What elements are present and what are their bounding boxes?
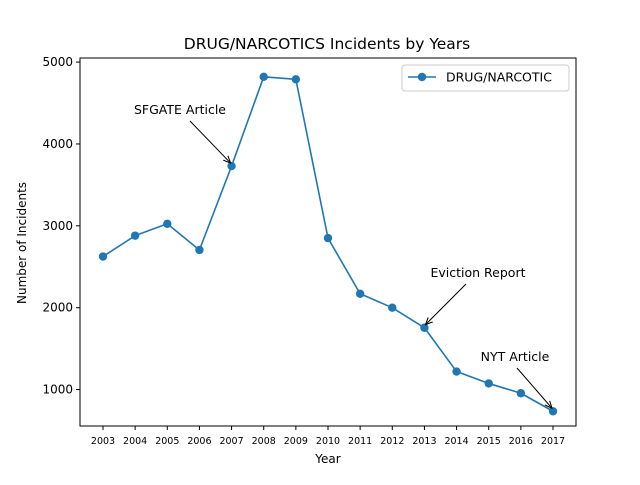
data-point (130, 231, 140, 240)
series-layer (98, 72, 558, 416)
x-tick-label: 2007 (219, 436, 243, 447)
x-tick-label: 2012 (380, 436, 404, 447)
x-tick-label: 2016 (509, 436, 533, 447)
legend-entry-label: DRUG/NARCOTIC (446, 70, 552, 85)
y-tick-label: 2000 (42, 301, 73, 315)
legend-marker-swatch (417, 72, 427, 82)
chart-title: DRUG/NARCOTICS Incidents by Years (184, 35, 470, 53)
data-point (420, 323, 429, 332)
annotation-label: Eviction Report (431, 265, 526, 280)
data-point (259, 72, 268, 82)
data-point (323, 233, 333, 243)
x-tick-label: 2003 (91, 436, 115, 447)
annotation-label: NYT Article (481, 349, 550, 364)
plot-frame (79, 57, 577, 427)
y-axis-label: Number of Incidents (15, 182, 29, 304)
y-tick-label: 5000 (42, 55, 73, 69)
x-tick-label: 2005 (155, 436, 179, 447)
x-tick-label: 2014 (444, 436, 468, 447)
x-tick-label: 2010 (316, 436, 340, 447)
legend-box (401, 64, 570, 92)
x-tick-label: 2006 (187, 436, 211, 447)
x-tick-label: 2011 (348, 436, 372, 447)
data-point (484, 379, 493, 388)
data-point (195, 245, 204, 255)
data-point (355, 289, 365, 298)
x-axis-label: Year (314, 452, 340, 466)
data-point (291, 75, 301, 84)
annotation-label: SFGATE Article (134, 102, 226, 117)
x-tick-label: 2015 (477, 436, 501, 447)
data-point (163, 219, 172, 228)
x-tick-label: 2008 (252, 436, 276, 447)
data-point (227, 161, 236, 171)
data-point (516, 389, 526, 398)
axis-ticks: 1000 2000 3000 4000 5000 2003 2004 2005 2006 2007… (42, 55, 565, 447)
x-tick-label: 2013 (412, 436, 436, 447)
annotation-arrow (189, 120, 231, 163)
annotation-layer: SFGATE Article Eviction Report NYT Article (134, 102, 552, 408)
annotation-arrow (516, 367, 552, 408)
y-tick-label: 4000 (42, 137, 73, 151)
data-point (98, 252, 108, 261)
x-tick-label: 2004 (123, 436, 147, 447)
annotation-arrow (425, 283, 467, 325)
x-tick-label: 2017 (541, 436, 565, 447)
data-point (548, 407, 558, 416)
legend: DRUG/NARCOTIC (401, 64, 570, 92)
data-point (388, 303, 397, 312)
y-tick-label: 1000 (42, 383, 73, 397)
y-tick-label: 3000 (42, 219, 73, 233)
data-point (452, 367, 461, 376)
x-tick-label: 2009 (284, 436, 308, 447)
